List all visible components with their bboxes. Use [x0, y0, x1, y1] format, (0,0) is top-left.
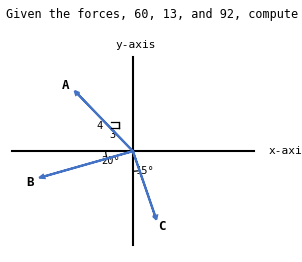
Text: 15°: 15° [136, 166, 154, 176]
Text: x-axis: x-axis [269, 146, 302, 156]
FancyArrow shape [75, 91, 133, 151]
Text: A: A [62, 79, 69, 91]
FancyArrow shape [39, 151, 133, 178]
Text: 4: 4 [96, 121, 102, 131]
Text: B: B [26, 176, 34, 189]
Text: y-axis: y-axis [116, 40, 156, 50]
Text: 20°: 20° [101, 156, 120, 166]
FancyArrow shape [133, 151, 157, 220]
Text: Given the forces, 60, 13, and 92, compute for the resultant force.: Given the forces, 60, 13, and 92, comput… [6, 8, 302, 21]
Text: 3: 3 [109, 130, 115, 140]
Text: C: C [159, 220, 166, 233]
